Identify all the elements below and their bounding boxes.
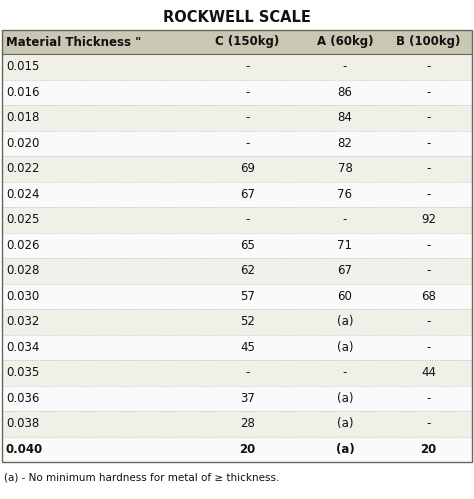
- Text: -: -: [246, 86, 250, 99]
- Text: 67: 67: [240, 188, 255, 201]
- Text: 0.018: 0.018: [6, 111, 39, 124]
- Text: 0.030: 0.030: [6, 290, 39, 303]
- Text: 86: 86: [337, 86, 353, 99]
- Text: -: -: [343, 213, 347, 226]
- Text: 0.024: 0.024: [6, 188, 39, 201]
- Text: -: -: [426, 417, 431, 430]
- Text: -: -: [426, 111, 431, 124]
- Text: 0.036: 0.036: [6, 392, 39, 405]
- Text: -: -: [426, 239, 431, 252]
- Bar: [2, 79, 472, 105]
- Text: -: -: [246, 213, 250, 226]
- Text: 37: 37: [240, 392, 255, 405]
- Text: -: -: [343, 60, 347, 73]
- Text: 69: 69: [240, 162, 255, 175]
- Bar: [2, 30, 472, 54]
- Bar: [2, 54, 472, 79]
- Text: 67: 67: [337, 264, 353, 277]
- Text: 52: 52: [240, 315, 255, 328]
- Text: 0.034: 0.034: [6, 341, 39, 354]
- Text: 0.035: 0.035: [6, 366, 39, 379]
- Bar: [2, 258, 472, 283]
- Text: 45: 45: [240, 341, 255, 354]
- Text: (a): (a): [337, 315, 353, 328]
- Text: -: -: [426, 86, 431, 99]
- Text: 78: 78: [337, 162, 353, 175]
- Text: (a): (a): [337, 341, 353, 354]
- Text: (a): (a): [337, 417, 353, 430]
- Bar: [2, 131, 472, 156]
- Text: 82: 82: [337, 137, 353, 150]
- Text: 65: 65: [240, 239, 255, 252]
- Text: 0.022: 0.022: [6, 162, 39, 175]
- Bar: [2, 437, 472, 462]
- Text: 0.026: 0.026: [6, 239, 39, 252]
- Text: 84: 84: [337, 111, 353, 124]
- Text: C (150kg): C (150kg): [215, 35, 280, 48]
- Bar: [2, 233, 472, 258]
- Text: 60: 60: [337, 290, 353, 303]
- Bar: [2, 309, 472, 334]
- Text: 0.032: 0.032: [6, 315, 39, 328]
- Text: -: -: [426, 264, 431, 277]
- Text: 0.038: 0.038: [6, 417, 39, 430]
- Text: (a): (a): [336, 443, 355, 456]
- Text: 0.025: 0.025: [6, 213, 39, 226]
- Text: 76: 76: [337, 188, 353, 201]
- Text: -: -: [426, 162, 431, 175]
- Text: 92: 92: [421, 213, 436, 226]
- Text: -: -: [343, 366, 347, 379]
- Text: -: -: [426, 341, 431, 354]
- Bar: [2, 105, 472, 131]
- Text: 20: 20: [420, 443, 437, 456]
- Bar: [2, 360, 472, 386]
- Text: 0.015: 0.015: [6, 60, 39, 73]
- Text: -: -: [426, 315, 431, 328]
- Text: 68: 68: [421, 290, 436, 303]
- Bar: [2, 411, 472, 437]
- Text: -: -: [426, 188, 431, 201]
- Text: 0.040: 0.040: [6, 443, 43, 456]
- Bar: [2, 334, 472, 360]
- Text: ROCKWELL SCALE: ROCKWELL SCALE: [163, 10, 311, 25]
- Text: 62: 62: [240, 264, 255, 277]
- Text: A (60kg): A (60kg): [317, 35, 373, 48]
- Text: -: -: [426, 392, 431, 405]
- Bar: [2, 207, 472, 233]
- Text: -: -: [246, 60, 250, 73]
- Bar: [2, 283, 472, 309]
- Text: 0.028: 0.028: [6, 264, 39, 277]
- Text: 0.020: 0.020: [6, 137, 39, 150]
- Text: -: -: [246, 366, 250, 379]
- Text: Material Thickness ": Material Thickness ": [6, 35, 141, 48]
- Text: -: -: [246, 137, 250, 150]
- Text: 44: 44: [421, 366, 436, 379]
- Text: 57: 57: [240, 290, 255, 303]
- Bar: [2, 386, 472, 411]
- Text: -: -: [426, 60, 431, 73]
- Bar: [2, 182, 472, 207]
- Text: 28: 28: [240, 417, 255, 430]
- Text: (a): (a): [337, 392, 353, 405]
- Text: (a) - No minimum hardness for metal of ≥ thickness.: (a) - No minimum hardness for metal of ≥…: [4, 472, 279, 482]
- Bar: [2, 156, 472, 182]
- Text: 71: 71: [337, 239, 353, 252]
- Text: B (100kg): B (100kg): [396, 35, 461, 48]
- Text: -: -: [426, 137, 431, 150]
- Text: -: -: [246, 111, 250, 124]
- Text: 20: 20: [239, 443, 255, 456]
- Text: 0.016: 0.016: [6, 86, 39, 99]
